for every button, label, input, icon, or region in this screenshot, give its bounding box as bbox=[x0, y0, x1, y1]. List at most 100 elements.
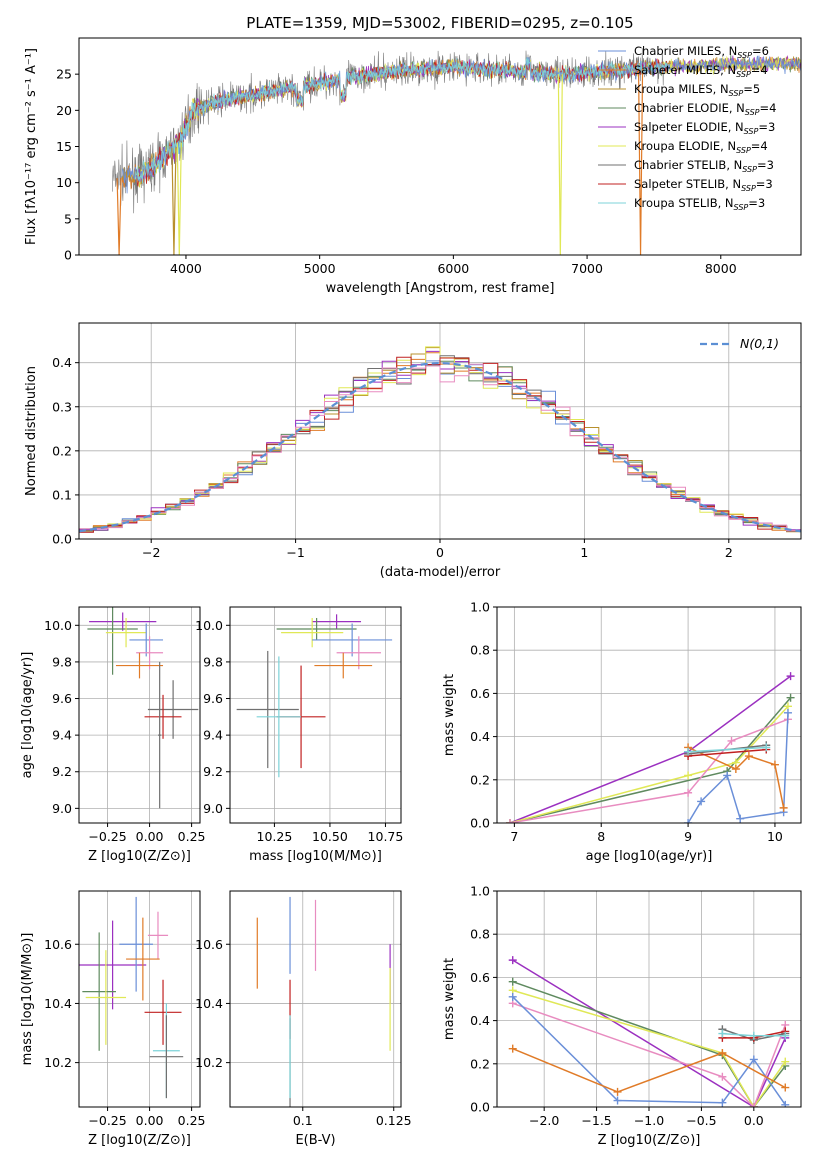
plot-area bbox=[79, 346, 801, 533]
axes-frame bbox=[78, 606, 201, 824]
series-marker-chabrier_miles bbox=[736, 814, 745, 823]
series-marker-chabrier_miles bbox=[783, 708, 792, 717]
x-tick-label: 0.1 bbox=[293, 1113, 313, 1128]
series-marker-light_pink bbox=[727, 736, 736, 745]
y-tick-label: 1.0 bbox=[470, 600, 490, 615]
x-tick-label: 1 bbox=[580, 545, 588, 560]
panel-spectrum: 4000 5000 6000 7000 8000 0 5 10 15 20 25 wavelength… bbox=[24, 37, 802, 296]
series-marker-kroupa_stelib bbox=[718, 1029, 727, 1038]
y-tick-label: 25 bbox=[56, 67, 72, 82]
x-tick-label: −1.5 bbox=[581, 1113, 611, 1128]
x-tick-label: 8000 bbox=[705, 261, 737, 276]
x-axis-label: age [log10(age/yr)] bbox=[586, 849, 713, 864]
series-marker-salpeter_miles bbox=[613, 1087, 622, 1096]
y-tick-label: 10 bbox=[56, 175, 72, 190]
series-marker-light_pink bbox=[749, 1103, 758, 1107]
series-marker-salpeter_miles bbox=[731, 765, 740, 773]
x-tick-label: 2 bbox=[725, 545, 733, 560]
series-marker-salpeter_miles bbox=[508, 1044, 517, 1053]
spectrum-gap-kroupa_elodie bbox=[557, 74, 563, 255]
axes-frame bbox=[229, 890, 402, 1108]
x-axis-label: wavelength [Angstrom, rest frame] bbox=[326, 281, 555, 296]
y-tick-label: 0.4 bbox=[470, 729, 490, 744]
y-tick-label: 10.2 bbox=[195, 1055, 223, 1070]
series-line-salpeter_miles bbox=[512, 1048, 786, 1093]
x-tick-label: 7 bbox=[510, 829, 518, 844]
x-axis-label: Z [log10(Z/Z⊙)] bbox=[598, 1133, 701, 1148]
y-tick-label: 9.4 bbox=[203, 728, 223, 743]
plot-area bbox=[87, 607, 199, 809]
plot-area bbox=[236, 614, 393, 778]
x-tick-label: −0.25 bbox=[88, 829, 126, 844]
x-axis-label: Z [log10(Z/Z⊙)] bbox=[88, 849, 191, 864]
y-tick-label: 9.0 bbox=[203, 801, 223, 816]
spectrum-gap-kroupa_miles bbox=[171, 147, 177, 255]
series-line-light_pink bbox=[509, 718, 789, 823]
panel-mass_vs_ebv: 0.1 0.125 10.2 10.4 10.6 E(B-V) bbox=[195, 890, 412, 1148]
normal-curve bbox=[79, 361, 801, 533]
series-marker-salpeter_miles bbox=[781, 1083, 790, 1092]
y-tick-label: 9.2 bbox=[52, 764, 72, 779]
x-axis-label: Z [log10(Z/Z⊙)] bbox=[88, 1133, 191, 1148]
y-tick-label: 10.0 bbox=[44, 618, 72, 633]
legend-entry-chabrier_miles: Chabrier MILES, NSSP=6 bbox=[634, 44, 769, 60]
y-tick-label: 10.4 bbox=[44, 996, 72, 1011]
panel-age_vs_mass: 10.25 10.50 10.75 9.0 9.2 9.4 9.6 9.8 10.0 mass [… bbox=[195, 606, 403, 864]
figure-title: PLATE=1359, MJD=53002, FIBERID=0295, z=0… bbox=[246, 14, 633, 32]
axes-frame bbox=[229, 606, 402, 824]
y-tick-label: 0 bbox=[64, 248, 72, 263]
x-tick-label: −2.0 bbox=[529, 1113, 559, 1128]
x-tick-label: 10 bbox=[767, 829, 783, 844]
x-tick-label: 0.00 bbox=[136, 1113, 164, 1128]
legend-entry-normal: N(0,1) bbox=[740, 336, 779, 351]
histogram-kroupa_elodie bbox=[79, 346, 801, 533]
spectrum-gap-salpeter_miles bbox=[116, 178, 122, 255]
legend: Chabrier MILES, NSSP=6 Salpeter MILES, NS… bbox=[598, 44, 776, 212]
spectrum-gap-salpeter_miles bbox=[637, 68, 644, 255]
series-marker-salpeter_elodie bbox=[508, 956, 517, 965]
y-tick-label: 0.4 bbox=[52, 355, 72, 370]
x-tick-label: 7000 bbox=[571, 261, 603, 276]
legend-entry-salpeter_elodie: Salpeter ELODIE, NSSP=3 bbox=[634, 120, 775, 136]
series-marker-kroupa_stelib bbox=[762, 743, 771, 752]
series-marker-chabrier_miles bbox=[781, 1100, 790, 1107]
x-tick-label: 5000 bbox=[304, 261, 336, 276]
histogram-light_pink bbox=[79, 363, 801, 532]
series-marker-chabrier_elodie bbox=[786, 693, 795, 702]
y-tick-label: 9.6 bbox=[203, 691, 223, 706]
panel-residuals: −2 −1 0 1 2 0.0 0.1 0.2 0.3 0.4 (data-model)/error… bbox=[24, 322, 802, 580]
plot-area bbox=[256, 896, 391, 1107]
series-marker-salpeter_miles bbox=[744, 752, 753, 761]
y-tick-label: 0.8 bbox=[470, 927, 490, 942]
series-line-light_pink bbox=[512, 1002, 787, 1107]
y-tick-label: 10.4 bbox=[195, 996, 223, 1011]
legend-entry-chabrier_elodie: Chabrier ELODIE, NSSP=4 bbox=[634, 101, 776, 117]
y-tick-label: 0.0 bbox=[470, 816, 490, 831]
x-tick-label: 0.0 bbox=[744, 1113, 764, 1128]
series-marker-chabrier_miles bbox=[697, 797, 706, 806]
plot-area bbox=[112, 48, 801, 255]
axes-frame bbox=[78, 890, 201, 1108]
x-tick-label: 0.25 bbox=[178, 1113, 206, 1128]
series-marker-chabrier_miles bbox=[749, 1055, 758, 1064]
y-tick-label: 9.8 bbox=[52, 654, 72, 669]
series-line-kroupa_elodie bbox=[509, 705, 789, 823]
y-axis-label: mass weight bbox=[442, 958, 457, 1040]
x-tick-label: 6000 bbox=[437, 261, 469, 276]
y-tick-label: 10.6 bbox=[44, 937, 72, 952]
y-tick-label: 9.4 bbox=[52, 728, 72, 743]
series-marker-kroupa_stelib bbox=[684, 747, 693, 756]
y-tick-label: 0.3 bbox=[52, 399, 72, 414]
series-line-salpeter_elodie bbox=[512, 959, 786, 1107]
y-tick-label: 0.2 bbox=[470, 772, 490, 787]
legend-entry-salpeter_miles: Salpeter MILES, NSSP=4 bbox=[634, 63, 768, 79]
legend-entry-kroupa_miles: Kroupa MILES, NSSP=5 bbox=[634, 82, 760, 98]
y-tick-label: 0.2 bbox=[470, 1056, 490, 1071]
y-tick-label: 5 bbox=[64, 211, 72, 226]
histogram-salpeter_stelib bbox=[79, 356, 801, 533]
y-tick-label: 10.0 bbox=[195, 618, 223, 633]
y-tick-label: 20 bbox=[56, 103, 72, 118]
series-marker-salpeter_miles bbox=[770, 760, 779, 769]
y-tick-label: 0.6 bbox=[470, 686, 490, 701]
x-tick-label: 0.25 bbox=[178, 829, 206, 844]
